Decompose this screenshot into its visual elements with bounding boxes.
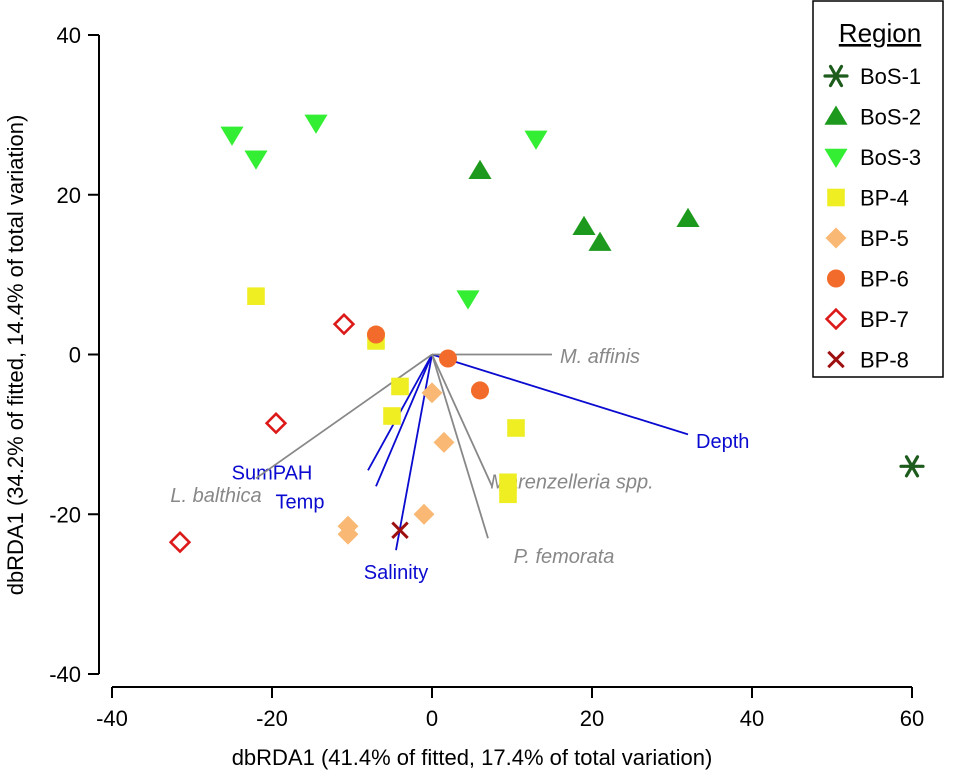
legend-label-bp-4: BP-4 bbox=[860, 186, 909, 211]
point-bos-3 bbox=[456, 290, 480, 310]
point-bp-5 bbox=[433, 431, 455, 453]
legend-marker-bp-8 bbox=[827, 350, 845, 369]
vector-line-l-balthica bbox=[255, 353, 433, 480]
point-bp-7 bbox=[168, 531, 192, 554]
legend-label-bos-2: BoS-2 bbox=[860, 105, 921, 130]
legend-marker-bp-7 bbox=[824, 307, 848, 331]
vector-label: Depth bbox=[696, 431, 749, 453]
data-points bbox=[168, 114, 925, 554]
y-tick-label: 0 bbox=[69, 343, 81, 368]
vector-line-salinity bbox=[395, 354, 433, 551]
point-bos-2 bbox=[588, 231, 612, 251]
point-bp-5 bbox=[337, 523, 359, 545]
point-bp-7 bbox=[332, 312, 356, 336]
legend-label-bos-1: BoS-1 bbox=[860, 64, 921, 89]
point-bp-4 bbox=[499, 485, 517, 504]
y-tick-label: -40 bbox=[49, 662, 81, 687]
y-tick-label: -20 bbox=[49, 502, 81, 527]
vector-label: P. femorata bbox=[514, 546, 615, 568]
point-bp-4 bbox=[507, 419, 525, 437]
vector-label: SumPAH bbox=[232, 463, 313, 485]
point-bos-2 bbox=[572, 215, 596, 235]
vector-line-depth bbox=[431, 353, 689, 436]
point-bos-3 bbox=[244, 150, 268, 170]
point-bp-5 bbox=[413, 503, 435, 525]
legend: Region BoS-1 BoS-2 BoS-3 BP-4 BP-5 BP-6 BP-7 BP-… bbox=[812, 0, 944, 378]
point-bos-3 bbox=[304, 114, 328, 134]
legend-marker-bos-2 bbox=[824, 105, 848, 125]
point-bos-2 bbox=[676, 207, 700, 227]
vector-line-p-femorata bbox=[431, 354, 489, 539]
point-bp-4 bbox=[391, 377, 409, 396]
vector-label: Marenzelleria spp. bbox=[490, 472, 653, 494]
vector-line-marenzelleria-spp bbox=[431, 354, 493, 487]
legend-label-bos-3: BoS-3 bbox=[860, 145, 921, 170]
vector-label: Temp bbox=[276, 491, 325, 513]
point-bp-6 bbox=[366, 325, 386, 344]
vectors: Depth SumPAH Temp Salinity M. affinis L. balt… bbox=[170, 346, 749, 584]
legend-title: Region bbox=[839, 18, 921, 48]
point-bp-4 bbox=[383, 407, 401, 425]
point-bp-6 bbox=[438, 349, 458, 368]
legend-marker-bos-3 bbox=[824, 148, 848, 168]
legend-marker-bp-4 bbox=[827, 188, 845, 207]
point-bos-3 bbox=[524, 130, 548, 150]
point-bos-1 bbox=[899, 455, 925, 478]
x-tick-label: 20 bbox=[580, 706, 604, 731]
point-bp-5 bbox=[421, 382, 443, 404]
legend-label-bp-7: BP-7 bbox=[860, 307, 909, 332]
legend-marker-bp-5 bbox=[825, 227, 847, 249]
point-bp-8 bbox=[391, 521, 409, 539]
y-axis-title: dbRDA1 (34.2% of fitted, 14.4% of total … bbox=[3, 115, 28, 596]
x-tick-label: 60 bbox=[900, 706, 924, 731]
y-tick-label: 20 bbox=[57, 183, 81, 208]
legend-label-bp-5: BP-5 bbox=[860, 226, 909, 251]
x-tick-label: -20 bbox=[256, 706, 288, 731]
point-bp-7 bbox=[264, 412, 288, 435]
point-bos-3 bbox=[220, 126, 244, 146]
vector-label: M. affinis bbox=[560, 346, 640, 368]
vector-label: Salinity bbox=[364, 562, 428, 584]
point-bos-2 bbox=[468, 159, 492, 180]
legend-marker-bp-6 bbox=[826, 269, 846, 288]
point-bp-4 bbox=[247, 287, 265, 305]
x-tick-label: -40 bbox=[96, 706, 128, 731]
legend-marker-bos-1 bbox=[823, 64, 849, 88]
legend-label-bp-6: BP-6 bbox=[860, 267, 909, 292]
x-tick-label: 40 bbox=[740, 706, 764, 731]
x-axis-title: dbRDA1 (41.4% of fitted, 17.4% of total … bbox=[232, 745, 713, 770]
vector-label: L. balthica bbox=[170, 485, 261, 507]
y-tick-label: 40 bbox=[57, 23, 81, 48]
x-tick-label: 0 bbox=[426, 706, 438, 731]
axes: -40 -20 0 20 40 60 -40 -20 0 20 40 bbox=[49, 23, 924, 731]
legend-label-bp-8: BP-8 bbox=[860, 348, 909, 373]
vector-line-temp bbox=[375, 354, 433, 487]
point-bp-6 bbox=[470, 381, 490, 400]
